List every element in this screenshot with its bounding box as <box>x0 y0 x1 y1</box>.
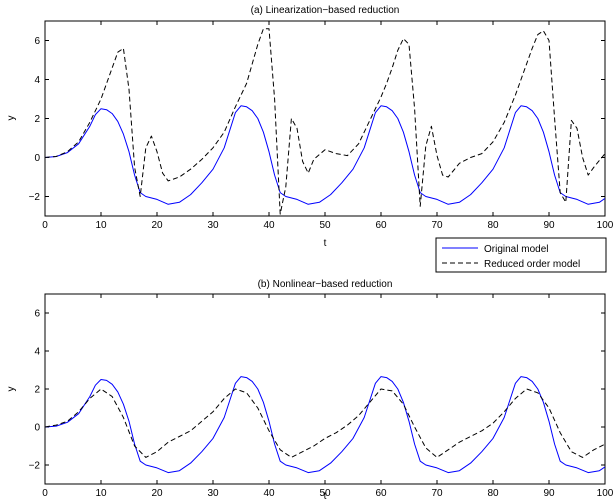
panel-a-ylabel: y <box>6 116 17 121</box>
panel-b-xtick-label: 80 <box>487 488 499 499</box>
panel-b-xtick-label: 70 <box>431 488 443 499</box>
panel-a-ytick-label: 6 <box>34 36 40 47</box>
panel-b-ylabel: y <box>6 387 17 392</box>
panel-b: (b) Nonlinear−based reduction 0 10 20 30 40 5… <box>6 279 614 500</box>
panel-a-xtick-label: 40 <box>263 220 275 231</box>
panel-a-series-reduced-order-model <box>45 28 605 215</box>
panel-a-title: (a) Linearization−based reduction <box>251 5 400 16</box>
panel-b-ytick-label: 2 <box>34 385 40 396</box>
legend: Original model Reduced order model <box>435 237 607 273</box>
panel-b-ytick-label: −2 <box>29 461 41 472</box>
panel-a-ytick-label: 0 <box>34 153 40 164</box>
panel-b-xtick-label: 90 <box>543 488 555 499</box>
panel-b-axes-box <box>44 293 606 485</box>
panel-b-xlabel: t <box>324 491 327 500</box>
panel-b-ticks: 0 10 20 30 40 50 60 70 80 90 100 −2 0 2 4 6 <box>29 294 614 499</box>
panel-a-ytick-label: 2 <box>34 114 40 125</box>
panel-b-xtick-label: 100 <box>597 488 614 499</box>
panel-b-xtick-label: 50 <box>319 488 331 499</box>
panel-b-xtick-label: 0 <box>42 488 48 499</box>
panel-a-xtick-label: 10 <box>95 220 107 231</box>
panel-b-ytick-label: 6 <box>34 309 40 320</box>
panel-a: (a) Linearization−based reduction 0 10 20 3… <box>6 5 614 249</box>
panel-b-xtick-label: 30 <box>207 488 219 499</box>
panel-a-xtick-label: 70 <box>431 220 443 231</box>
panel-b-xtick-label: 40 <box>263 488 275 499</box>
panel-a-ytick-label: 4 <box>34 75 40 86</box>
panel-b-ytick-label: 4 <box>34 347 40 358</box>
legend-label-reduced: Reduced order model <box>484 259 580 270</box>
panel-a-xtick-label: 0 <box>42 220 48 231</box>
panel-a-xlabel: t <box>324 238 327 249</box>
panel-a-series <box>45 28 605 215</box>
panel-b-xtick-label: 20 <box>151 488 163 499</box>
panel-a-series-original-model <box>45 105 605 205</box>
panel-a-xtick-label: 60 <box>375 220 387 231</box>
panel-b-xtick-label: 10 <box>95 488 107 499</box>
panel-a-ytick-label: −2 <box>29 192 41 203</box>
panel-a-axes-box <box>44 20 606 217</box>
panel-a-xtick-label: 90 <box>543 220 555 231</box>
panel-b-title: (b) Nonlinear−based reduction <box>258 279 393 290</box>
panel-a-xtick-label: 100 <box>597 220 614 231</box>
panel-a-xtick-label: 20 <box>151 220 163 231</box>
panel-b-xtick-label: 60 <box>375 488 387 499</box>
panel-a-xtick-label: 30 <box>207 220 219 231</box>
legend-label-original: Original model <box>484 244 548 255</box>
panel-a-xtick-label: 80 <box>487 220 499 231</box>
legend-box <box>435 237 607 273</box>
panel-b-ytick-label: 0 <box>34 423 40 434</box>
panel-a-ticks: 0 10 20 30 40 50 60 70 80 90 100 −2 0 2 4 6 <box>29 21 614 231</box>
panel-b-series-reduced-order-model <box>45 388 605 458</box>
panel-a-xtick-label: 50 <box>319 220 331 231</box>
panel-b-series-original-model <box>45 376 605 474</box>
panel-b-series <box>45 376 605 474</box>
